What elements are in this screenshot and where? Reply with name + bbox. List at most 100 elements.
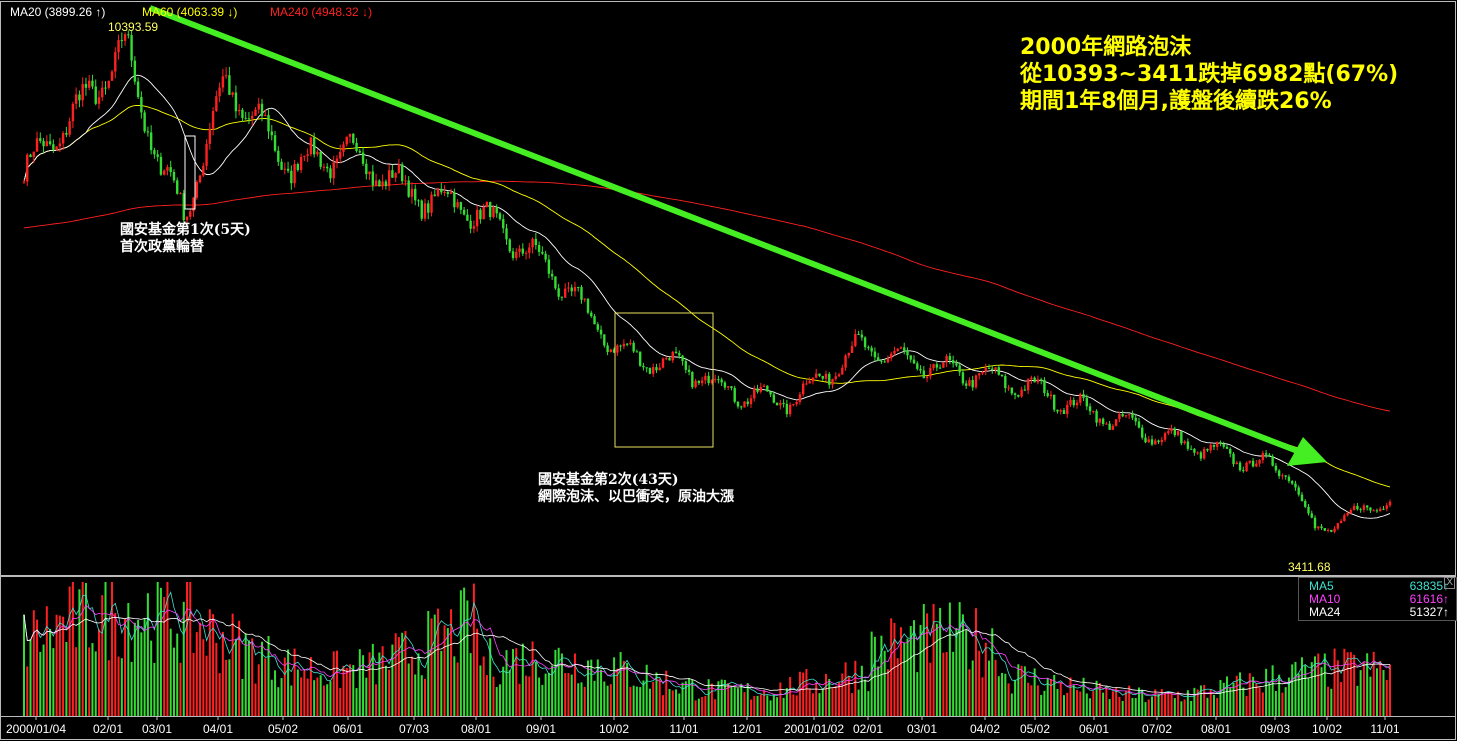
volume-bar bbox=[1004, 673, 1007, 716]
candle-body bbox=[1375, 510, 1379, 512]
volume-bar bbox=[736, 688, 739, 716]
x-tick-label: 02/01 bbox=[853, 722, 883, 736]
volume-bar bbox=[1225, 676, 1228, 716]
candle-body bbox=[1277, 470, 1281, 477]
volume-bar bbox=[740, 683, 743, 716]
volume-bar bbox=[867, 691, 870, 716]
candle-body bbox=[759, 387, 762, 392]
volume-bar bbox=[1242, 687, 1245, 716]
volume-bar bbox=[821, 688, 824, 716]
volume-bar bbox=[117, 656, 120, 716]
candle-body bbox=[932, 364, 935, 369]
volume-bar bbox=[1079, 691, 1082, 716]
candle-body bbox=[417, 200, 420, 202]
candle-body bbox=[1310, 513, 1313, 518]
volume-bar bbox=[525, 675, 528, 716]
volume-bar bbox=[208, 609, 211, 716]
x-tick-label: 03/01 bbox=[142, 722, 172, 736]
volume-bar bbox=[1173, 698, 1176, 716]
volume-bar bbox=[1353, 654, 1356, 716]
legend-ma10: MA10 61616↑ bbox=[1309, 592, 1451, 606]
volume-bar bbox=[1340, 682, 1343, 716]
candle-body bbox=[1033, 377, 1036, 383]
volume-bar bbox=[1291, 664, 1294, 716]
legend-close-icon[interactable]: X bbox=[1444, 577, 1455, 589]
volume-bar bbox=[489, 638, 492, 716]
volume-bar bbox=[1036, 685, 1039, 716]
candle-body bbox=[1007, 387, 1010, 389]
candle-body bbox=[325, 166, 329, 169]
candle-body bbox=[1066, 404, 1069, 414]
volume-bar bbox=[1040, 694, 1043, 716]
volume-bar bbox=[639, 687, 642, 716]
candle-body bbox=[769, 391, 772, 395]
volume-bar bbox=[1190, 701, 1193, 716]
candle-body bbox=[1287, 476, 1291, 482]
candle-body bbox=[671, 351, 674, 361]
volume-bar bbox=[156, 582, 159, 716]
candle-body bbox=[788, 404, 792, 415]
volume-bar bbox=[1076, 689, 1079, 716]
volume-bar bbox=[508, 670, 511, 716]
volume-bar bbox=[189, 582, 192, 716]
volume-bar bbox=[531, 641, 534, 716]
volume-bar bbox=[730, 686, 733, 716]
candle-body bbox=[1176, 431, 1180, 436]
volume-bar bbox=[1053, 674, 1056, 716]
candle-body bbox=[146, 131, 150, 133]
candle-body bbox=[531, 238, 534, 248]
volume-bar bbox=[244, 633, 247, 716]
candle-body bbox=[433, 194, 436, 196]
candle-body bbox=[638, 351, 642, 366]
volume-bar bbox=[101, 595, 104, 716]
candle-body bbox=[42, 140, 45, 147]
volume-bar bbox=[137, 619, 140, 716]
candle-body bbox=[854, 333, 857, 346]
candle-body bbox=[1124, 415, 1128, 417]
title-line-2: 從10393~3411跌掉6982點(67%) bbox=[1020, 62, 1399, 87]
volume-bar bbox=[971, 660, 974, 716]
x-tick-label: 05/02 bbox=[1020, 722, 1050, 736]
volume-bar bbox=[792, 694, 795, 716]
candle-body bbox=[733, 388, 736, 402]
volume-bar bbox=[420, 675, 423, 716]
candle-body bbox=[537, 245, 541, 252]
candle-body bbox=[273, 135, 277, 151]
volume-bar bbox=[916, 672, 919, 716]
candle-body bbox=[482, 206, 485, 220]
candle-body bbox=[39, 138, 42, 141]
candle-body bbox=[1183, 441, 1186, 444]
volume-bar bbox=[785, 688, 788, 716]
legend-ma10-name: MA10 bbox=[1309, 592, 1341, 606]
volume-bar bbox=[303, 670, 306, 716]
volume-bar bbox=[1020, 665, 1023, 716]
volume-bar bbox=[172, 647, 175, 716]
high-price-label: 10393.59 bbox=[108, 20, 158, 34]
volume-bar bbox=[195, 632, 198, 716]
candle-body bbox=[241, 109, 244, 118]
candle-body bbox=[903, 347, 906, 351]
candle-body bbox=[978, 373, 981, 376]
candle-body bbox=[841, 367, 844, 375]
candle-body bbox=[205, 143, 208, 166]
volume-bar bbox=[948, 602, 951, 716]
candle-body bbox=[1167, 431, 1170, 434]
candle-body bbox=[68, 121, 71, 135]
candle-body bbox=[756, 388, 759, 392]
volume-bar bbox=[939, 607, 942, 716]
trend-arrow-shaft bbox=[148, 5, 1302, 455]
volume-bar bbox=[922, 603, 925, 716]
volume-bar bbox=[1183, 699, 1186, 716]
candle-body bbox=[303, 155, 306, 157]
volume-bar bbox=[1369, 676, 1372, 716]
volume-bar bbox=[404, 630, 407, 716]
candle-body bbox=[166, 167, 169, 171]
volume-bar bbox=[238, 620, 241, 716]
candle-body bbox=[55, 146, 58, 150]
volume-bar bbox=[1281, 692, 1284, 716]
volume-bar bbox=[1017, 664, 1020, 716]
volume-bar bbox=[1102, 692, 1105, 716]
volume-bar bbox=[1258, 687, 1261, 716]
candle-body bbox=[335, 158, 339, 163]
candle-body bbox=[1150, 439, 1154, 445]
